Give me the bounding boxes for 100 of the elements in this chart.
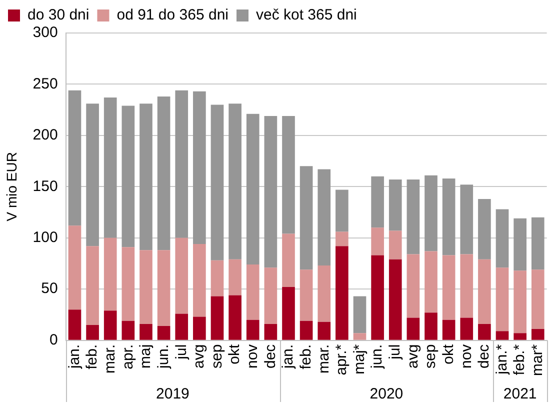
bar [478,259,491,324]
x-tick-label: maj* [350,344,368,374]
bar [104,98,117,238]
bar [300,270,313,321]
bar [140,324,152,340]
bar [424,251,438,313]
bar [228,259,242,296]
bar [460,184,474,254]
y-tick-label: 300 [32,24,58,42]
bar [371,176,384,228]
bar [157,326,170,340]
bar [282,116,295,234]
text: 2020 [370,386,404,403]
bar [193,91,206,244]
y-tick-label: 0 [49,331,58,348]
bar [140,104,152,250]
x-tick-label: jan.* [493,344,510,376]
bar [86,246,99,325]
bar [478,324,491,340]
x-tick-label: nov [244,344,262,369]
y-tick-label: 150 [32,178,58,195]
bar [496,331,509,340]
x-tick-label: mar* [529,344,546,376]
text: 2021 [503,386,537,403]
bar [104,238,117,311]
bar [157,250,170,326]
bar [371,255,384,340]
bar [424,175,438,252]
bar [442,320,456,340]
bar [157,96,170,250]
bar [353,296,366,334]
bar [210,296,224,340]
bar [318,322,331,340]
bar [531,329,544,340]
y-tick-label: 100 [32,229,58,246]
x-tick-label: jun. [154,344,172,370]
bar [406,179,420,254]
x-tick-label: nov [458,344,475,369]
bar [460,254,474,318]
bar [140,250,152,324]
bar [246,264,260,320]
bar [300,166,313,270]
text: 2019 [156,386,190,403]
bar [228,295,242,340]
x-tick-label: okt [440,344,457,364]
bar [175,90,188,238]
bar [68,226,82,310]
x-tick-label: jan. [66,344,83,370]
bar [496,268,509,332]
bar [300,320,313,340]
x-tick-label: jul [172,344,190,360]
bar [246,320,260,340]
x-tick-label: okt [226,344,244,364]
bar [388,259,402,340]
y-tick-label: 250 [32,75,58,92]
bar [210,260,224,296]
bar [531,217,544,270]
x-tick-label: dec [262,344,279,369]
bar [496,209,509,268]
x-tick-label: feb. [297,344,314,370]
bar [104,310,117,340]
legend-label: več kot 365 dni [256,6,357,24]
bar [264,324,278,340]
bar [353,333,366,340]
bar [246,114,260,265]
bar [442,255,456,320]
x-tick-label: apr. [119,344,136,370]
bar [210,104,224,260]
x-tick-label: sep [208,344,226,369]
bar [86,324,99,340]
legend-label: od 91 do 365 dni [116,6,228,24]
bar [371,228,384,256]
bar [336,190,348,232]
x-tick-label: mar. [315,344,332,374]
bar [175,238,188,314]
bar [388,230,402,260]
bar [68,90,82,226]
x-tick-label: jan. [280,344,297,370]
bar [122,106,135,248]
y-tick-label: 50 [41,280,58,298]
bar [264,268,278,324]
bar [122,320,135,340]
x-tick-label: feb.* [511,344,528,376]
bar [86,104,99,246]
bar [193,244,206,317]
x-tick-label: apr.* [333,344,350,376]
legend-label: do 30 dni [28,6,90,24]
x-tick-label: maj [137,344,154,368]
bar [175,314,188,340]
bar [122,247,135,321]
x-tick-label: jul [386,344,404,360]
bar [406,318,420,340]
x-tick-label: jun. [368,344,386,370]
bar [478,198,491,260]
x-tick-label: avg [190,344,208,369]
bar [193,316,206,340]
bar [514,218,526,271]
y-axis-title: V mio EUR [3,152,20,222]
bar [514,333,526,340]
bar [68,310,82,340]
